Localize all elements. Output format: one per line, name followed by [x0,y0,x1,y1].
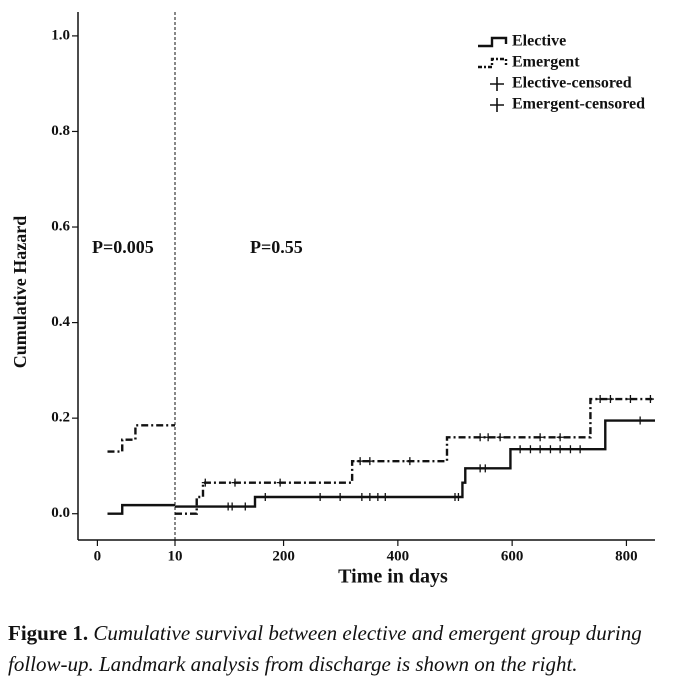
censor-mark [536,433,544,442]
legend-symbol [490,98,504,112]
censor-mark [366,492,374,501]
censor-mark [231,478,239,487]
censor-mark [566,445,574,454]
censor-mark [646,395,654,404]
censor-mark [261,492,269,501]
step-line [107,424,175,453]
y-tick-label: 0.8 [51,123,70,139]
x-tick-label: 10 [168,548,183,564]
censor-mark [276,478,284,487]
step-line [175,419,655,508]
censor-mark [366,457,374,466]
censor-mark [556,445,564,454]
chart: Time in days Cumulative Hazard 0.0 0.2 0.4… [10,12,655,588]
censor-mark [576,445,584,454]
censor-mark [316,492,324,501]
annotation: P=0.005 [92,237,154,257]
censor-mark [381,492,389,501]
y-tick-label: 0.0 [51,505,70,521]
y-tick-label: 0.6 [51,218,70,234]
censor-mark [406,457,414,466]
censor-mark [374,492,382,501]
censor-mark [228,502,236,511]
legend-label: Emergent-censored [512,96,645,113]
x-tick-label: 200 [272,548,295,564]
caption-label: Figure 1. [8,621,89,645]
censor-mark [536,445,544,454]
step-line [107,503,175,515]
y-tick-label: 0.4 [51,314,70,330]
censor-mark [546,445,554,454]
y-axis-label: Cumulative Hazard [10,216,30,369]
censor-mark [336,492,344,501]
caption: Figure 1. Cumulative survival between el… [8,618,676,680]
x-tick-label: 400 [387,548,410,564]
censor-mark [476,433,484,442]
censor-mark [626,395,634,404]
annotation: P=0.55 [250,237,303,257]
legend-symbol [478,36,508,48]
censor-mark [556,433,564,442]
censor-mark [636,416,644,425]
censor-mark [526,445,534,454]
censor-mark [356,457,364,466]
censor-mark [481,464,489,473]
legend-symbol [490,77,504,91]
censor-mark [201,478,209,487]
x-tick-label: 800 [615,548,638,564]
legend-label: Elective-censored [512,75,632,92]
legend-label: Elective [512,33,566,50]
censor-mark [484,433,492,442]
caption-text: Cumulative survival between elective and… [8,621,642,676]
x-axis-label: Time in days [338,566,448,588]
censor-mark [241,502,249,511]
censor-mark [606,395,614,404]
legend-symbol [478,57,508,69]
censor-mark [454,492,462,501]
censor-mark [596,395,604,404]
censor-mark [516,445,524,454]
censor-mark [358,492,366,501]
x-tick-label: 600 [501,548,524,564]
y-tick-label: 1.0 [51,27,70,43]
legend-label: Emergent [512,54,580,71]
x-tick-label: 0 [94,548,102,564]
censor-mark [496,433,504,442]
y-tick-label: 0.2 [51,410,70,426]
step-line [175,397,655,515]
